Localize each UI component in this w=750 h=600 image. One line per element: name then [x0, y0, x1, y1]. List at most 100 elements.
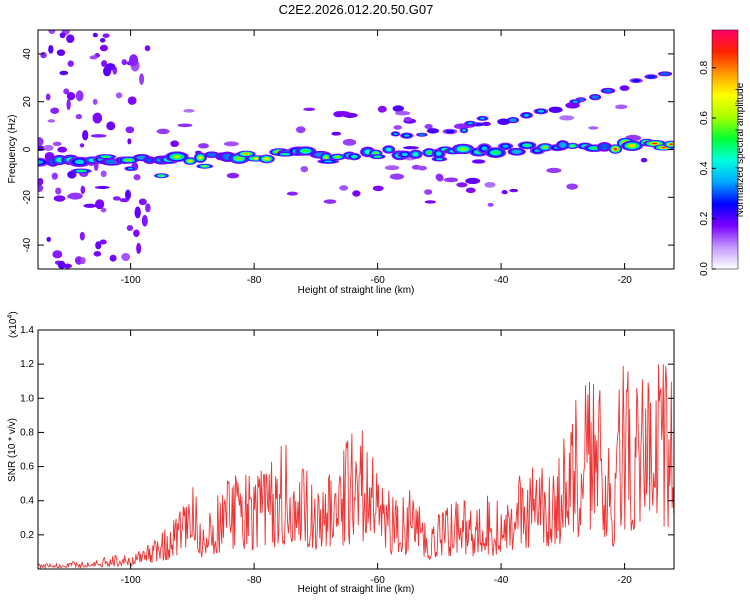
- spectrogram-blob: [476, 115, 489, 121]
- spectrogram-blob: [177, 123, 193, 128]
- spectrogram-blob: [50, 107, 60, 115]
- colorbar-gradient: [711, 29, 739, 270]
- spectrogram-blob: [80, 185, 86, 195]
- colorbar-tick-label: 0.4: [699, 161, 710, 175]
- snr-x-tick-label: -40: [494, 575, 509, 586]
- colorbar-tick: 0.4: [699, 161, 716, 175]
- spectrogram-blob: [128, 54, 139, 67]
- spectrogram-y-tick: -40: [22, 237, 674, 252]
- colorbar-tick-label: 0.8: [699, 60, 710, 74]
- spectrogram-blob: [139, 73, 145, 86]
- spectrogram-blob: [66, 98, 71, 111]
- colorbar-tick-label: 0.6: [699, 111, 710, 125]
- spectrogram-blob: [465, 187, 476, 194]
- spectrogram-blob: [471, 159, 486, 164]
- spectrogram-blob: [600, 87, 616, 94]
- spectrogram-blob: [100, 37, 106, 43]
- figure-title: C2E2.2026.012.20.50.G07: [279, 2, 434, 17]
- snr-y-tick: 0.2: [20, 530, 674, 541]
- spectrogram-x-tick: -80: [247, 30, 262, 286]
- spectrogram-blob: [644, 74, 658, 80]
- spectrogram-blob: [323, 199, 337, 204]
- spectrogram-blob: [392, 105, 404, 112]
- spectrogram-x-tick-label: -20: [617, 275, 632, 286]
- spectrogram-blob: [226, 172, 240, 179]
- spectrogram-blob: [347, 152, 362, 161]
- spectrogram-x-tick: -60: [370, 30, 385, 286]
- spectrogram-blob: [422, 147, 437, 158]
- spectrogram-blob: [485, 147, 507, 159]
- spectrogram-blob: [536, 143, 554, 152]
- spectrogram-blob: [197, 143, 209, 149]
- snr-y-tick-label: 1.2: [20, 359, 34, 370]
- spectrogram-blob: [569, 99, 582, 105]
- spectrogram-blob: [127, 138, 132, 145]
- spectrogram-y-label: Frequency (Hz): [7, 115, 18, 184]
- spectrogram-x-tick-label: -60: [370, 275, 385, 286]
- snr-y-tick: 1.0: [20, 393, 674, 404]
- spectrogram-blob: [228, 152, 250, 164]
- spectrogram-blob: [517, 141, 537, 150]
- spectrogram-blob: [56, 49, 66, 56]
- snr-x-tick-label: -20: [617, 575, 632, 586]
- spectrogram-blob: [417, 165, 428, 171]
- spectrogram-blob: [133, 174, 141, 181]
- spectrogram-blob: [83, 203, 97, 208]
- spectrogram-blob: [426, 128, 440, 134]
- spectrogram-blob: [589, 93, 602, 101]
- spectrogram-blob: [481, 121, 491, 127]
- snr-y-tick: 0.4: [20, 496, 674, 507]
- spectrogram-blob: [442, 128, 458, 135]
- spectrogram-y-tick: 0: [22, 146, 674, 152]
- spectrogram-blob: [424, 200, 436, 204]
- snr-x-tick: -40: [494, 330, 509, 586]
- spectrogram-blob: [640, 157, 648, 163]
- snr-x-label: Height of straight line (km): [298, 584, 415, 595]
- snr-x-tick-label: -80: [247, 575, 262, 586]
- snr-x-tick-label: -100: [121, 575, 141, 586]
- spectrogram-blob: [100, 207, 107, 213]
- spectrogram-blob: [170, 140, 179, 148]
- spectrogram-blob: [99, 239, 107, 245]
- spectrogram-blob: [164, 151, 189, 163]
- spectrogram-blob: [328, 153, 346, 161]
- snr-y-tick: 1.2: [20, 359, 674, 370]
- spectrogram-blob: [335, 110, 351, 117]
- spectrogram-blob: [400, 132, 414, 139]
- spectrogram-blob: [70, 168, 92, 174]
- snr-series-line: [38, 364, 674, 569]
- spectrogram-blob: [79, 143, 85, 148]
- spectrogram-y-tick: 20: [22, 96, 674, 107]
- spectrogram-blob: [53, 195, 66, 202]
- spectrogram-blob: [124, 166, 137, 172]
- snr-frame: [37, 329, 675, 570]
- spectrogram-blob: [92, 112, 103, 124]
- spectrogram-blob: [38, 137, 44, 147]
- snr-marks: [38, 364, 674, 569]
- snr-x-tick: -60: [370, 330, 385, 586]
- spectrogram-blob: [66, 92, 76, 101]
- spectrogram-blob: [90, 134, 107, 138]
- spectrogram-background: [38, 30, 674, 269]
- spectrogram-x-tick-label: -80: [247, 275, 262, 286]
- spectrogram-blob: [382, 145, 396, 154]
- spectrogram-blob: [331, 131, 342, 136]
- snr-x-tick: -80: [247, 330, 262, 586]
- spectrogram-blob: [236, 150, 256, 158]
- spectrogram-blob: [57, 146, 68, 153]
- spectrogram-blob: [48, 44, 54, 54]
- spectrogram-blob: [459, 127, 469, 134]
- colorbar: 0.0 0.2 0.4 0.6 0.8 Normalized spectral ampl…: [699, 29, 746, 276]
- spectrogram-blob: [300, 165, 309, 173]
- spectrogram-blob: [124, 189, 132, 200]
- spectrogram-blob: [484, 181, 496, 188]
- spectrogram-blob: [51, 172, 58, 180]
- spectrogram-blob: [451, 143, 475, 155]
- spectrogram-blob: [487, 202, 494, 207]
- spectrogram-blob: [615, 104, 628, 110]
- snr-y-tick: 0.8: [20, 427, 674, 438]
- spectrogram-blob: [533, 108, 549, 115]
- spectrogram-blob: [101, 60, 108, 67]
- spectrogram-x-tick: -100: [121, 30, 141, 286]
- spectrogram-blob: [394, 111, 411, 116]
